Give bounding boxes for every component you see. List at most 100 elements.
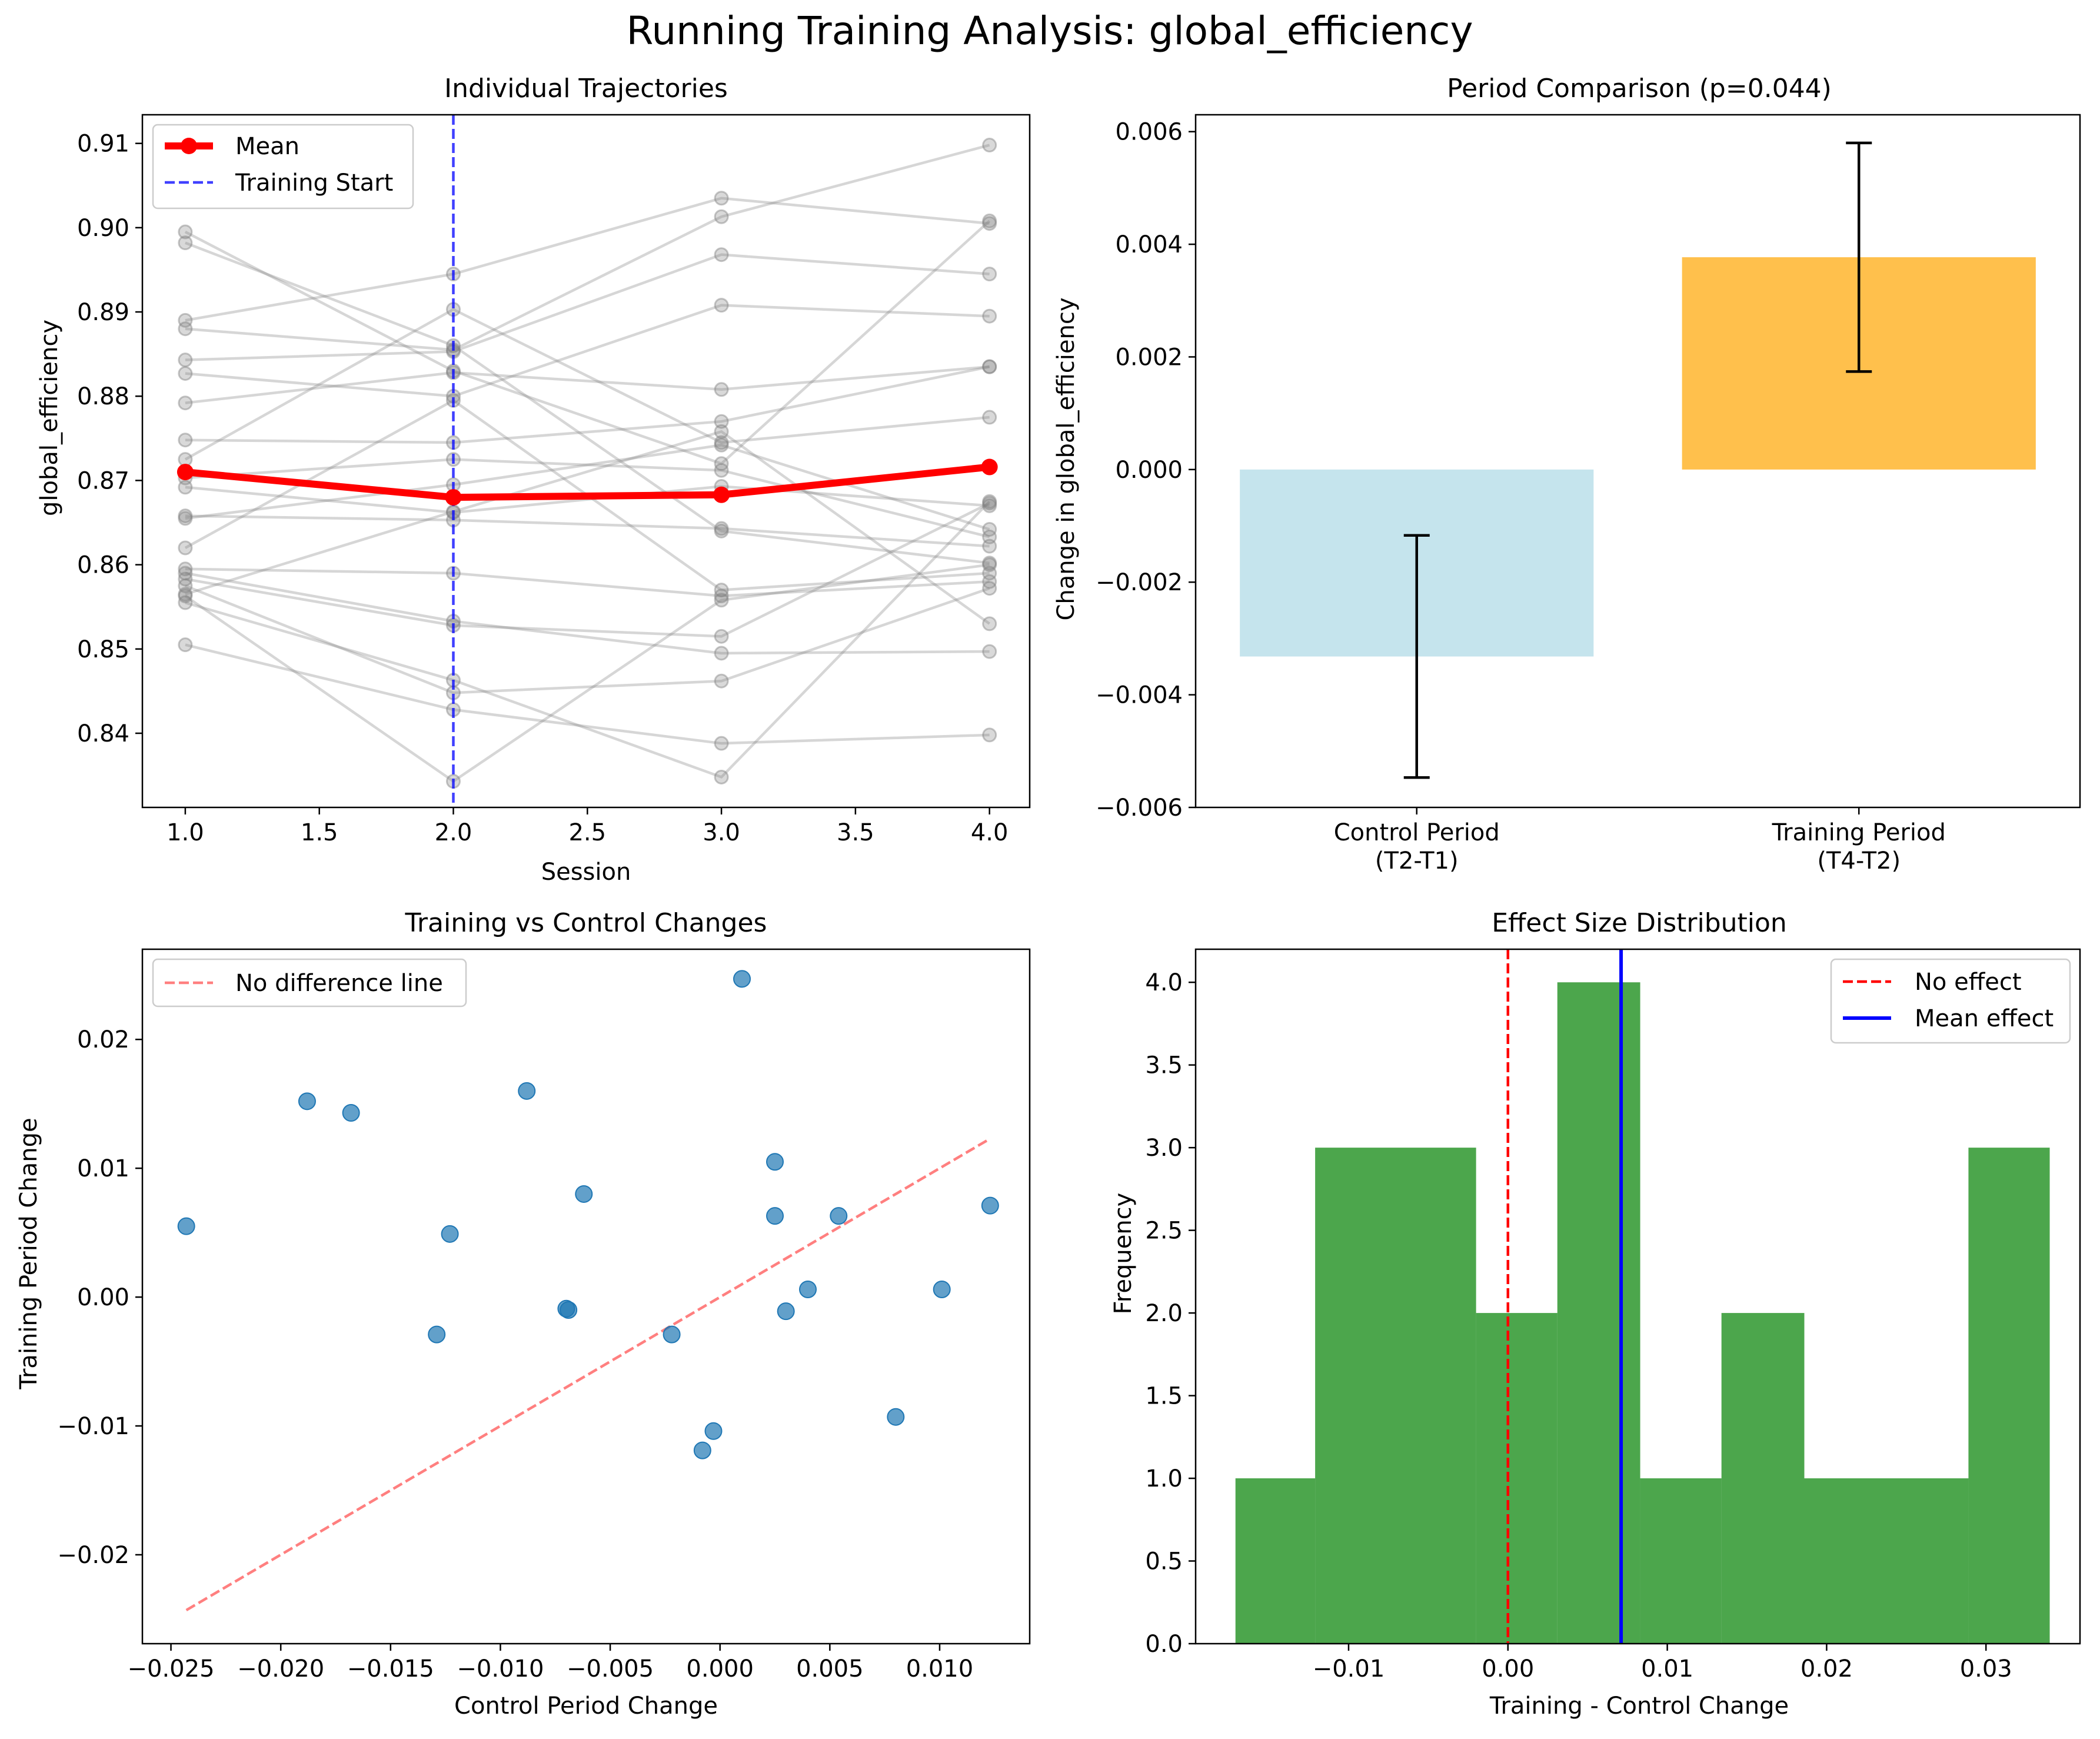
trajectories-xtick-label: 1.5: [301, 819, 338, 846]
effect-size-ytick-label: 0.5: [1145, 1548, 1183, 1575]
training-vs-control-xtick-label: −0.020: [237, 1655, 324, 1683]
subject-point: [178, 587, 193, 602]
effect-size-xtick-label: 0.02: [1801, 1655, 1853, 1683]
subject-point: [714, 521, 729, 536]
subject-point: [714, 456, 729, 471]
subject-point: [982, 727, 997, 743]
subject-point: [982, 644, 997, 659]
mean-point: [445, 489, 462, 506]
trajectories-panel: Individual Trajectories Session global_e…: [36, 74, 1031, 886]
effect-size-ytick-label: 2.5: [1145, 1218, 1183, 1245]
training-vs-control-ytick-label: 0.00: [77, 1284, 129, 1311]
subject-point: [982, 616, 997, 631]
effect-size-xtick-label: 0.00: [1482, 1655, 1534, 1683]
period-comparison-ytick-label: 0.000: [1115, 457, 1183, 484]
histogram-bar: [1968, 1148, 2050, 1644]
subject-change-point: [693, 1441, 711, 1459]
effect-size-title: Effect Size Distribution: [1492, 908, 1787, 938]
subject-point: [178, 566, 193, 581]
no-difference-line: [185, 1139, 989, 1612]
subject-point: [982, 574, 997, 589]
subject-point: [714, 583, 729, 598]
trajectories-title: Individual Trajectories: [444, 74, 728, 104]
trajectories-axes-frame: [141, 114, 1031, 809]
effect-size-xtick-label: 0.03: [1960, 1655, 2012, 1683]
subject-point: [178, 395, 193, 411]
trajectories-xtick-label: 2.5: [568, 819, 606, 846]
legend-mean-effect-label: Mean effect: [1915, 1005, 2054, 1032]
subject-change-point: [518, 1082, 536, 1100]
subject-trajectory-line: [185, 443, 990, 531]
training-vs-control-xtick-label: −0.015: [347, 1655, 434, 1683]
period-comparison-ytick-label: 0.002: [1115, 344, 1183, 371]
effect-size-axes-frame: [1194, 948, 2081, 1645]
training-vs-control-ytick-label: 0.02: [77, 1026, 129, 1053]
trajectories-ytick-label: 0.89: [77, 299, 129, 326]
subject-point: [982, 557, 997, 573]
subject-trajectory-line: [185, 571, 990, 655]
subject-trajectory-line: [184, 220, 991, 465]
histogram-bar: [1235, 1478, 1316, 1644]
legend-training-start-label: Training Start: [235, 169, 393, 197]
subject-point: [982, 521, 997, 537]
subject-point: [982, 566, 997, 581]
subject-change-point: [766, 1207, 784, 1225]
subject-trajectory-line: [185, 584, 990, 694]
subject-point: [982, 556, 997, 571]
subject-change-point: [766, 1153, 784, 1171]
subject-point: [982, 308, 997, 324]
period-comparison-ytick-label: −0.006: [1096, 794, 1183, 822]
subject-point: [714, 736, 729, 751]
effect-size-panel: Effect Size Distribution Training - Cont…: [1110, 908, 2081, 1720]
trajectories-ylabel: global_efficiency: [36, 320, 63, 516]
subject-trajectory-line: [185, 500, 991, 779]
legend-no-difference-label: No difference line: [235, 970, 443, 997]
subject-trajectory-line: [184, 308, 990, 461]
effect-size-xtick-label: 0.01: [1641, 1655, 1693, 1683]
subject-point: [982, 359, 997, 374]
training-vs-control-xtick-label: −0.010: [457, 1655, 544, 1683]
trajectories-ytick-label: 0.85: [77, 636, 129, 663]
legend-box: [1830, 958, 2071, 1044]
subject-point: [982, 213, 997, 228]
subject-point: [982, 359, 997, 374]
subject-point: [178, 595, 193, 610]
subject-point: [714, 523, 729, 538]
subject-trajectory-line: [185, 304, 990, 398]
period-comparison-plot-area: [1240, 141, 2036, 779]
training-vs-control-title: Training vs Control Changes: [405, 908, 767, 938]
subject-trajectory-line: [185, 567, 990, 597]
period-comparison-title: Period Comparison (p=0.044): [1447, 74, 1832, 104]
subject-point: [178, 235, 193, 251]
subject-point: [178, 571, 193, 587]
subject-point: [982, 138, 997, 153]
subject-change-point: [342, 1104, 360, 1122]
subject-point: [982, 498, 997, 513]
subject-change-point: [560, 1301, 578, 1319]
training-vs-control-plot-area: [177, 970, 999, 1612]
histogram-bar: [1476, 1313, 1557, 1644]
subject-trajectory-line: [184, 563, 990, 783]
trajectories-xtick-label: 3.5: [837, 819, 874, 846]
legend-box: [152, 958, 467, 1008]
subject-point: [714, 593, 729, 608]
subject-point: [178, 561, 193, 577]
subject-trajectory-line: [185, 643, 990, 745]
training-vs-control-xtick-label: 0.000: [686, 1655, 754, 1683]
mean-point: [981, 458, 998, 476]
subject-point: [714, 209, 729, 224]
subject-change-point: [830, 1207, 848, 1225]
mean-trajectory-line: [185, 463, 990, 501]
effect-size-plot-area: [1235, 949, 2050, 1644]
period-comparison-xtick-label: Control Period (T2-T1): [1334, 819, 1500, 875]
training-vs-control-ytick-label: −0.02: [57, 1542, 129, 1569]
subject-point: [982, 216, 997, 231]
period-comparison-panel: Period Comparison (p=0.044) Change in gl…: [1053, 74, 2081, 875]
subject-point: [714, 424, 729, 439]
training-vs-control-xlabel: Control Period Change: [454, 1693, 718, 1720]
training-vs-control-xtick-label: 0.005: [796, 1655, 864, 1683]
mean-point: [177, 464, 194, 481]
training-vs-control-ylabel: Training Period Change: [15, 1118, 42, 1389]
effect-size-ytick-label: 4.0: [1145, 969, 1183, 996]
trajectories-xtick-label: 1.0: [167, 819, 204, 846]
